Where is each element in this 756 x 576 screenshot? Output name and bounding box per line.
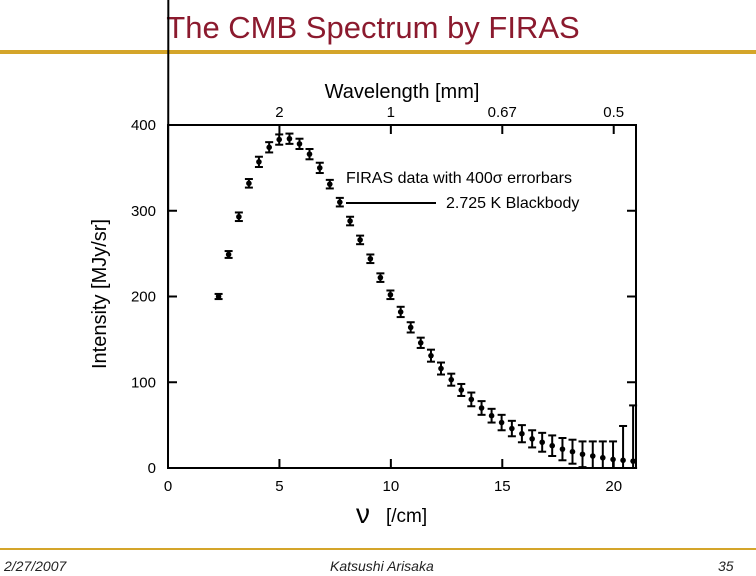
y-axis-label: Intensity [MJy/sr] (89, 219, 111, 369)
data-point (478, 405, 485, 411)
data-point (236, 213, 242, 220)
data-point (428, 352, 434, 359)
data-point (549, 442, 556, 449)
data-point (559, 446, 566, 452)
slide-title: The CMB Spectrum by FIRAS (166, 10, 580, 45)
data-point (215, 293, 222, 300)
data-point (367, 255, 374, 262)
data-point (306, 151, 313, 157)
y-tick-label: 200 (131, 289, 156, 306)
blackbody-curve (167, 0, 170, 469)
top-tick-label: 0.67 (488, 104, 517, 121)
top-tick-label: 2 (275, 104, 283, 121)
top-axis-label: Wavelength [mm] (325, 81, 480, 103)
data-point (256, 159, 262, 165)
x-axis-unit: [/cm] (386, 506, 427, 527)
y-tick-label: 300 (131, 203, 156, 220)
data-point (246, 180, 252, 187)
data-point (448, 376, 455, 383)
data-point (337, 199, 343, 205)
data-point (316, 165, 323, 171)
x-tick-label: 20 (605, 478, 622, 495)
data-point (286, 135, 293, 142)
data-point (468, 396, 475, 403)
data-point (539, 439, 545, 446)
data-point (357, 237, 363, 243)
x-axis-symbol: ν (356, 498, 370, 529)
x-tick-label: 15 (494, 478, 511, 495)
data-point (620, 457, 626, 464)
data-point (266, 144, 272, 151)
title-divider (0, 50, 756, 54)
data-point (630, 458, 636, 464)
footer-page-number: 35 (718, 558, 734, 574)
y-tick-label: 400 (131, 117, 156, 134)
data-point (417, 340, 424, 346)
data-point (519, 430, 525, 437)
data-point (326, 181, 333, 187)
data-point (599, 454, 606, 461)
data-point (377, 274, 384, 281)
data-point (569, 448, 576, 455)
x-tick-label: 0 (164, 478, 172, 495)
data-point (296, 141, 303, 147)
data-point (509, 425, 515, 432)
y-tick-label: 0 (148, 460, 156, 477)
data-point (458, 387, 465, 393)
data-point (488, 412, 495, 419)
data-point (397, 309, 404, 315)
data-point (407, 324, 414, 331)
data-point (589, 453, 596, 459)
data-point (498, 419, 505, 426)
data-point (579, 451, 586, 458)
data-point (225, 251, 232, 258)
data-point (438, 365, 444, 372)
footer-author: Katsushi Arisaka (330, 558, 434, 574)
data-point (610, 456, 616, 463)
x-tick-label: 10 (383, 478, 400, 495)
legend-data-label: FIRAS data with 400σ errorbars (346, 170, 572, 187)
x-tick-label: 5 (275, 478, 283, 495)
y-tick-label: 100 (131, 374, 156, 391)
data-point (276, 136, 283, 143)
legend-curve-label: 2.725 K Blackbody (446, 195, 579, 212)
data-point (347, 218, 353, 224)
top-tick-label: 0.5 (603, 104, 624, 121)
data-point (387, 291, 394, 298)
footer-divider (0, 548, 756, 550)
top-tick-label: 1 (387, 104, 395, 121)
footer-date: 2/27/2007 (4, 558, 67, 574)
data-point (529, 436, 535, 442)
